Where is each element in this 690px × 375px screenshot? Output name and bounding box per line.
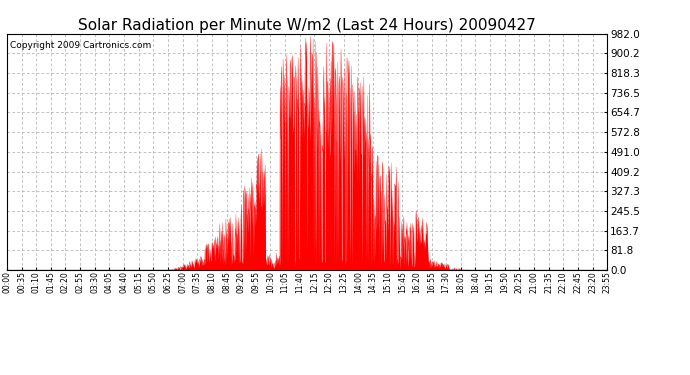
Title: Solar Radiation per Minute W/m2 (Last 24 Hours) 20090427: Solar Radiation per Minute W/m2 (Last 24… — [78, 18, 536, 33]
Text: Copyright 2009 Cartronics.com: Copyright 2009 Cartronics.com — [10, 41, 151, 50]
